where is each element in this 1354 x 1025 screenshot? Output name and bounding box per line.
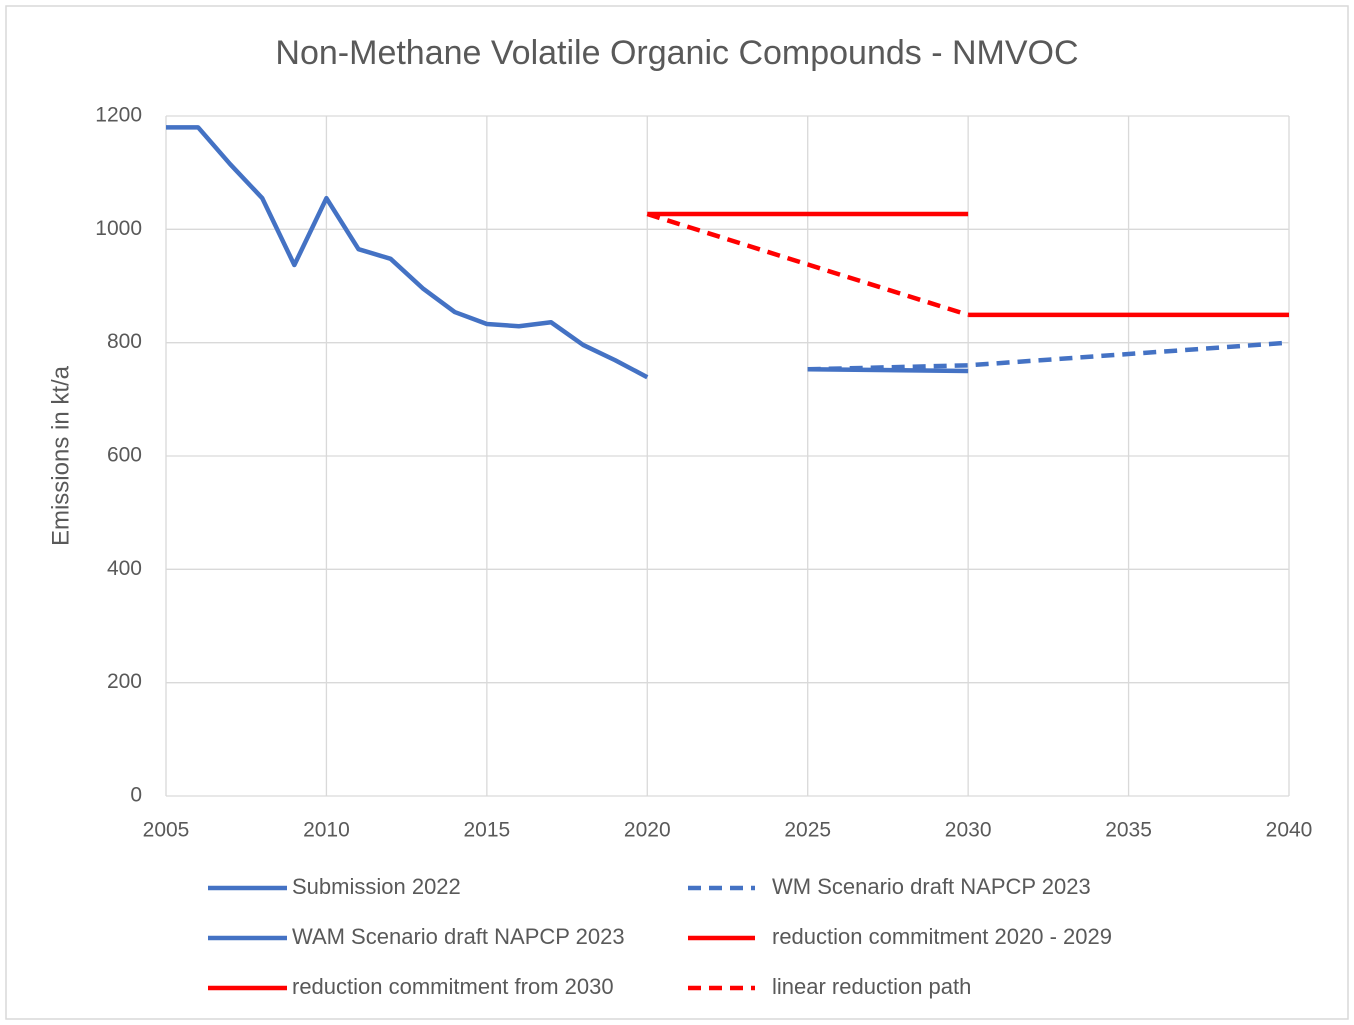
y-tick-label: 200 xyxy=(107,670,142,693)
y-tick-label: 1200 xyxy=(95,104,142,127)
series-line xyxy=(807,367,969,374)
series-line xyxy=(166,125,649,380)
x-tick-label: 2015 xyxy=(463,819,510,842)
y-tick-label: 1000 xyxy=(95,217,142,240)
legend-label: reduction commitment 2020 - 2029 xyxy=(772,924,1112,949)
series-line xyxy=(807,340,1290,372)
legend-label: reduction commitment from 2030 xyxy=(292,974,614,999)
y-axis-label: Emissions in kt/a xyxy=(47,365,74,546)
x-tick-label: 2030 xyxy=(945,819,992,842)
chart-title: Non-Methane Volatile Organic Compounds -… xyxy=(275,34,1078,72)
y-tick-label: 800 xyxy=(107,330,142,353)
chart-border xyxy=(5,5,1349,1020)
legend-label: WM Scenario draft NAPCP 2023 xyxy=(772,874,1091,899)
x-tick-label: 2035 xyxy=(1105,819,1152,842)
y-tick-label: 0 xyxy=(130,784,142,807)
x-tick-label: 2040 xyxy=(1266,819,1313,842)
x-tick-label: 2020 xyxy=(624,819,671,842)
legend-label: WAM Scenario draft NAPCP 2023 xyxy=(292,924,625,949)
x-tick-label: 2025 xyxy=(784,819,831,842)
legend-label: linear reduction path xyxy=(772,974,971,999)
x-tick-label: 2005 xyxy=(143,819,190,842)
legend-label: Submission 2022 xyxy=(292,874,461,899)
x-tick-label: 2010 xyxy=(303,819,350,842)
y-tick-label: 600 xyxy=(107,444,142,467)
y-tick-label: 400 xyxy=(107,557,142,580)
series-line xyxy=(646,211,969,318)
